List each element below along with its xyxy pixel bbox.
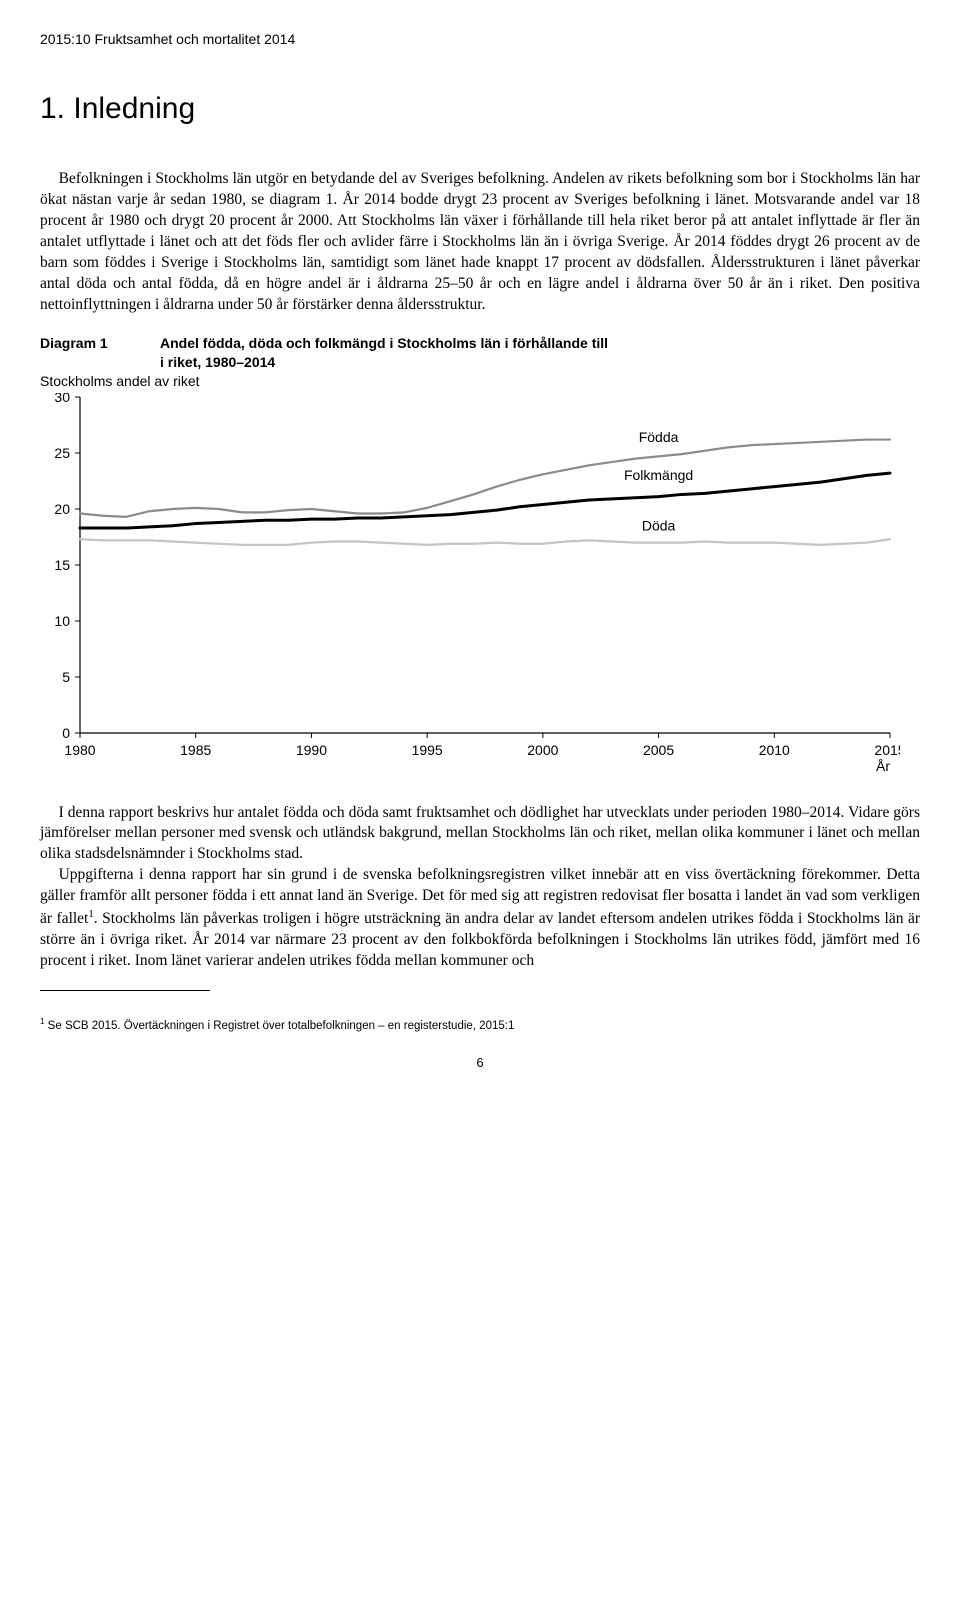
svg-text:1995: 1995 — [412, 742, 443, 758]
svg-text:2005: 2005 — [643, 742, 674, 758]
diagram-heading: Diagram 1 Andel födda, döda och folkmäng… — [40, 334, 920, 372]
running-header: 2015:10 Fruktsamhet och mortalitet 2014 — [40, 30, 920, 49]
svg-text:0: 0 — [62, 725, 70, 741]
svg-text:Döda: Döda — [642, 517, 676, 533]
diagram-label: Diagram 1 — [40, 334, 160, 372]
svg-text:1980: 1980 — [64, 742, 95, 758]
page-title: 1. Inledning — [40, 89, 920, 130]
svg-text:25: 25 — [54, 445, 70, 461]
svg-text:5: 5 — [62, 669, 70, 685]
svg-text:Födda: Födda — [639, 428, 679, 444]
line-chart: 0 5 10 15 20 25 30 1980 1985 1990 1995 2000 2005 2010… — [40, 393, 900, 773]
svg-text:År: År — [876, 758, 890, 773]
body-paragraph-3: Uppgifterna i denna rapport har sin grun… — [40, 865, 920, 972]
svg-text:1985: 1985 — [180, 742, 211, 758]
svg-text:2010: 2010 — [759, 742, 790, 758]
svg-text:10: 10 — [54, 613, 70, 629]
body-paragraph-2: I denna rapport beskrivs hur antalet föd… — [40, 803, 920, 866]
svg-text:Folkmängd: Folkmängd — [624, 466, 693, 482]
svg-text:30: 30 — [54, 393, 70, 405]
svg-text:2000: 2000 — [527, 742, 558, 758]
footnote-rule — [40, 990, 210, 991]
intro-paragraph: Befolkningen i Stockholms län utgör en b… — [40, 169, 920, 315]
svg-text:20: 20 — [54, 501, 70, 517]
diagram-title: Andel födda, döda och folkmängd i Stockh… — [160, 334, 608, 372]
page-number: 6 — [40, 1054, 920, 1072]
chart-y-subtitle: Stockholms andel av riket — [40, 372, 920, 391]
svg-text:1990: 1990 — [296, 742, 327, 758]
svg-text:15: 15 — [54, 557, 70, 573]
footnote: 1 Se SCB 2015. Övertäckningen i Registre… — [40, 1011, 920, 1034]
svg-text:2015: 2015 — [874, 742, 900, 758]
